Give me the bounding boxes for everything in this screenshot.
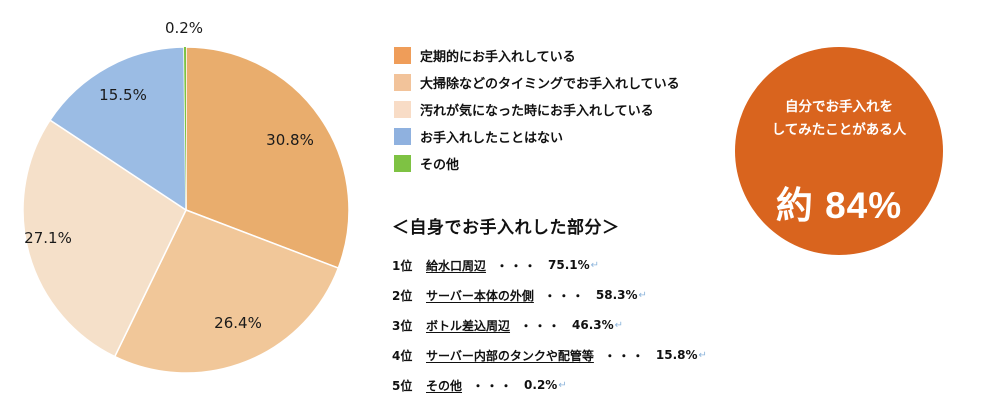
pie-chart: 30.8% 26.4% 27.1% 15.5% 0.2% [0,0,370,410]
slice-value-label: 27.1% [24,229,72,247]
ranking-list: 1位 給水口周辺 ・・・ 75.1% ↵ 2位 サーバー本体の外側 ・・・ 58.3% ↵ 3位 ボト… [392,256,752,406]
pie-slice [22,119,187,358]
legend-swatch [394,74,411,92]
ranking-row: 2位 サーバー本体の外側 ・・・ 58.3% ↵ [392,286,752,304]
ranking-percent: 75.1% [548,258,590,272]
slice-value-label: 15.5% [99,86,147,104]
legend-swatch [394,128,411,146]
ranking-percent: 0.2% [524,378,558,392]
return-mark-icon: ↵ [698,349,707,361]
ranking-dots: ・・・ [603,348,646,363]
ranking-position: 5位 [392,378,413,393]
ranking-dots: ・・・ [472,378,515,393]
summary-circle-line1: 自分でお手入れを [785,99,893,115]
return-mark-icon: ↵ [558,379,567,391]
ranking-position: 1位 [392,258,413,273]
legend: 定期的にお手入れしている大掃除などのタイミングでお手入れしている 汚れが気になった… [394,44,734,179]
ranking-position: 4位 [392,348,413,363]
ranking-dots: ・・・ [520,318,563,333]
ranking-row: 5位 その他 ・・・ 0.2% ↵ [392,376,752,394]
section-title: ＜自身でお手入れした部分＞ [392,218,620,238]
legend-label: 大掃除などのタイミングでお手入れしている [420,77,680,93]
legend-label: 汚れが気になった時にお手入れしている [420,104,654,120]
pie-slice [113,209,340,374]
legend-item: 定期的にお手入れしている [394,44,734,68]
ranking-item-name: その他 [426,378,463,393]
slice-value-label: 26.4% [214,314,262,332]
ranking-dots: ・・・ [543,288,586,303]
pie-chart-svg: 30.8% 26.4% 27.1% 15.5% 0.2% [22,19,350,374]
summary-circle-value: 約 84% [775,185,903,226]
summary-circle: 自分でお手入れを してみたことがある人 約 84% [735,47,943,255]
ranking-percent: 58.3% [595,288,638,302]
slice-value-label: 30.8% [266,131,314,149]
return-mark-icon: ↵ [638,289,647,301]
pie-slice [49,46,187,212]
legend-swatch [394,101,411,119]
legend-item: お手入れしたことはない [394,125,734,149]
legend-item: その他 [394,152,734,176]
ranking-row: 3位 ボトル差込周辺 ・・・ 46.3% ↵ [392,316,752,334]
ranking-position: 2位 [392,288,413,303]
ranking-position: 3位 [392,318,413,333]
ranking-percent: 46.3% [572,318,614,332]
summary-circle-line2: してみたことがある人 [771,122,907,138]
pie-slice [183,47,186,210]
legend-item: 汚れが気になった時にお手入れしている [394,98,734,122]
legend-swatch [394,155,411,173]
ranking-percent: 15.8% [655,348,698,362]
ranking-dots: ・・・ [496,258,539,273]
ranking-item-name: サーバー本体の外側 [426,288,534,303]
legend-label: お手入れしたことはない [420,131,564,147]
slice-value-label: 0.2% [165,19,203,37]
ranking-item-name: ボトル差込周辺 [426,318,511,333]
return-mark-icon: ↵ [590,259,600,271]
ranking-item-name: サーバー内部のタンクや配管等 [426,348,594,363]
legend-item: 大掃除などのタイミングでお手入れしている [394,71,734,95]
ranking-item-name: 給水口周辺 [426,258,487,273]
ranking-row: 1位 給水口周辺 ・・・ 75.1% ↵ [392,256,752,274]
pie-slice [185,46,350,270]
return-mark-icon: ↵ [614,319,624,331]
legend-label: 定期的にお手入れしている [420,50,576,66]
legend-label: その他 [420,158,460,174]
ranking-row: 4位 サーバー内部のタンクや配管等 ・・・ 15.8% ↵ [392,346,752,364]
legend-swatch [394,47,411,65]
